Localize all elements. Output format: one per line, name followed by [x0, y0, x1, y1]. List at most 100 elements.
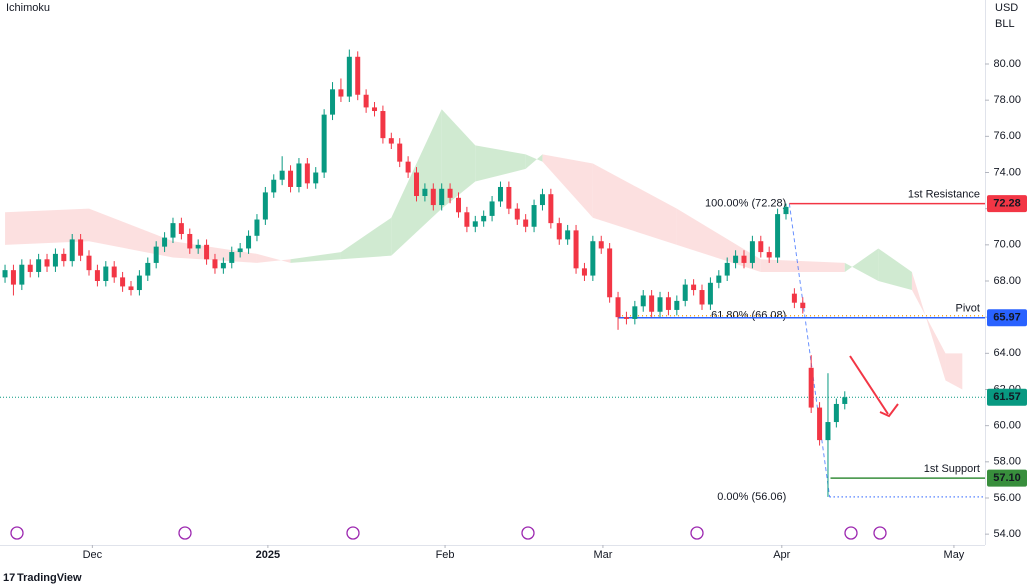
currency: USD [995, 2, 1018, 14]
y-tick-label: 80.00 [993, 58, 1021, 70]
price-tag-label: 65.97 [993, 312, 1021, 324]
candle-body [397, 143, 403, 162]
cloud-segment [5, 208, 90, 245]
price-tag [987, 388, 1027, 406]
candle-body [103, 266, 109, 281]
candle-body [741, 255, 747, 263]
cloud-segment [340, 217, 392, 260]
y-tick-label: 74.00 [993, 166, 1021, 178]
candle-body [607, 248, 613, 298]
candle-body [523, 219, 529, 227]
cloud-segment [592, 163, 677, 245]
price-tag [987, 469, 1027, 487]
candle-body [724, 262, 730, 276]
candle-body [178, 223, 184, 234]
candle-body [128, 286, 134, 291]
candle-body [380, 111, 386, 139]
candle-body [86, 255, 92, 271]
candle-body [136, 275, 142, 291]
y-tick-label: 70.00 [993, 239, 1021, 251]
candle-body [120, 277, 126, 287]
candle-body [817, 407, 823, 441]
price-tag [987, 195, 1027, 213]
price-tag-label: 57.10 [993, 472, 1021, 484]
fib-trend [788, 203, 831, 497]
candle-body [531, 205, 537, 227]
candle-body [665, 297, 671, 310]
candle-body [539, 194, 545, 206]
candle-body [246, 235, 252, 249]
candle-body [321, 114, 327, 173]
candle-body [548, 194, 554, 224]
candle-body [69, 239, 75, 262]
price-tag [987, 309, 1027, 327]
price-tag-label: 72.28 [993, 198, 1021, 210]
candle-body [590, 241, 596, 276]
candle-body [237, 248, 243, 253]
candle-body [296, 163, 302, 187]
candle-body [514, 208, 520, 220]
candle-body [52, 253, 58, 267]
candle-body [615, 297, 621, 318]
candle-body [455, 197, 461, 213]
candle-body [414, 172, 420, 197]
candle-body [674, 300, 680, 310]
candle-body [766, 252, 772, 258]
cloud-segment [172, 241, 257, 263]
y-tick-label: 56.00 [993, 492, 1021, 504]
candle-body [271, 179, 277, 193]
candle-body [229, 252, 235, 263]
logo-mark: 17 [3, 572, 15, 584]
cloud-segment [475, 145, 526, 182]
cloud-segment [542, 154, 593, 218]
candle-body [187, 233, 193, 249]
unit: BLL [995, 18, 1015, 30]
candle-body [506, 186, 512, 209]
candle-body [27, 264, 33, 272]
brand: TradingView [17, 572, 82, 584]
candle-body [632, 306, 638, 319]
candle-body [405, 161, 411, 173]
candle-body [800, 302, 806, 309]
y-tick-label: 68.00 [993, 275, 1021, 287]
y-tick-label: 76.00 [993, 130, 1021, 142]
candle-body [162, 237, 168, 247]
candle-body [758, 241, 764, 253]
cloud-segment [911, 271, 946, 381]
candle-body [640, 295, 646, 307]
x-tick-label: 2025 [256, 549, 280, 561]
y-tick-label: 54.00 [993, 528, 1021, 540]
candle-body [447, 188, 453, 198]
x-tick-label: Mar [593, 549, 612, 561]
y-tick-label: 58.00 [993, 456, 1021, 468]
x-tick-label: Feb [436, 549, 455, 561]
candle-body [691, 284, 697, 291]
candle-body [195, 244, 201, 249]
candle-body [842, 397, 848, 404]
candle-body [581, 268, 587, 276]
candle-body [808, 367, 814, 408]
candle-body [733, 255, 739, 263]
candle-body [262, 192, 268, 220]
candle-body [346, 56, 352, 97]
candle-body [481, 215, 487, 222]
candle-body [2, 270, 8, 278]
candle-body [111, 266, 117, 278]
candle-body [833, 403, 839, 423]
candle-body [288, 170, 294, 187]
candle-body [170, 223, 176, 238]
candle-body [623, 317, 629, 319]
candle-body [464, 212, 470, 227]
candle-body [489, 201, 495, 216]
candle-body [657, 297, 663, 312]
candle-body [749, 241, 755, 263]
candle-body [61, 253, 67, 262]
candle-body [565, 230, 571, 240]
candle-body [220, 262, 226, 269]
candle-body [44, 259, 50, 267]
y-tick-label: 60.00 [993, 420, 1021, 432]
candle-body [94, 270, 100, 281]
candle-body [254, 219, 260, 236]
